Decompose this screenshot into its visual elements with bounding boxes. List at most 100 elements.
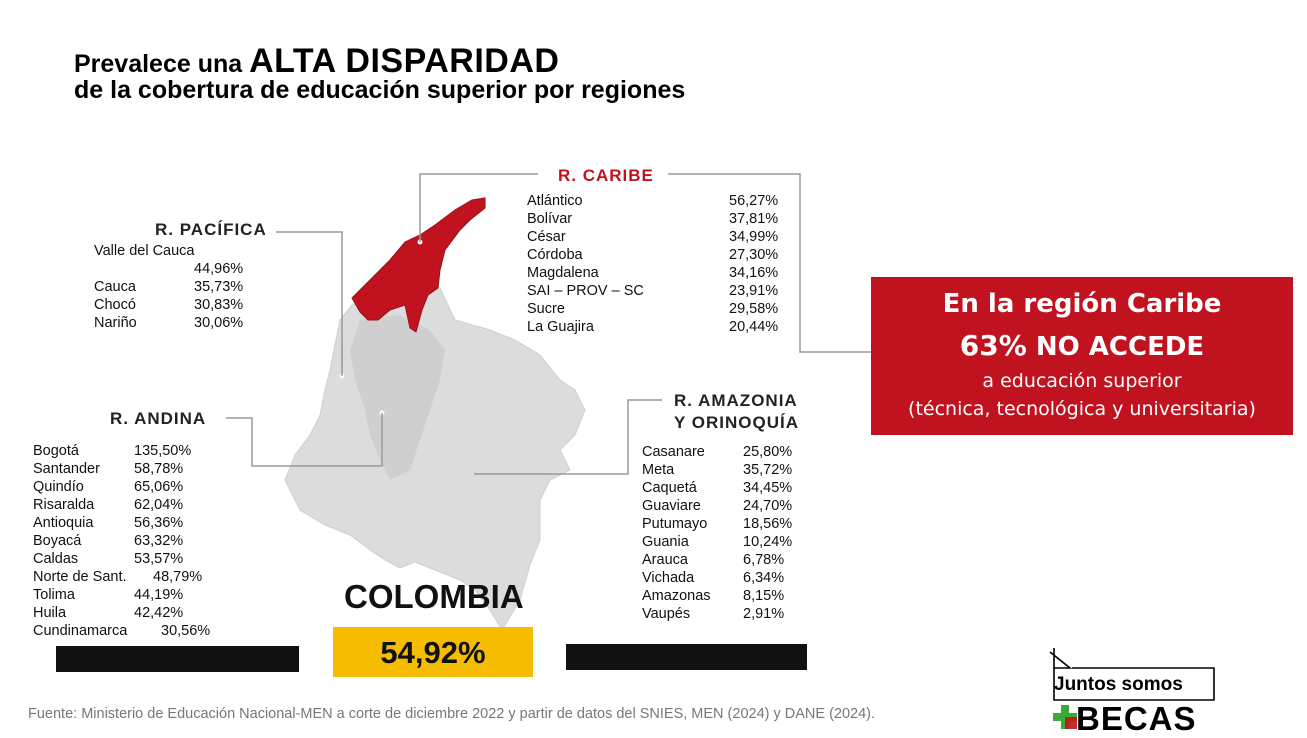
list-item: Atlántico 56,27%: [527, 192, 782, 210]
dept-name: Casanare: [642, 444, 705, 460]
source-note: Fuente: Ministerio de Educación Nacional…: [28, 706, 876, 722]
list-item: Chocó 30,83%: [94, 296, 254, 314]
dept-value: 62,04%: [134, 497, 184, 513]
dept-name: Santander: [33, 461, 100, 477]
list-item: Córdoba 27,30%: [527, 246, 782, 264]
dept-name: Arauca: [642, 552, 688, 568]
list-item: Valle del Cauca: [94, 242, 254, 260]
dept-name: Valle del Cauca: [94, 243, 195, 259]
dept-name: Quindío: [33, 479, 84, 495]
dept-name: Amazonas: [642, 588, 711, 604]
logo-line2: BECAS: [1076, 700, 1197, 737]
list-pacifica: Valle del Cauca 44,96% Cauca 35,73% Chocó…: [94, 242, 254, 332]
map-marker-pacifica: [339, 373, 345, 379]
list-amazonia: Casanare 25,80% Meta 35,72% Caquetá 34,45% Gua…: [642, 443, 802, 623]
dept-value: 18,56%: [743, 516, 793, 532]
page-title-line2: de la cobertura de educación superior po…: [74, 76, 686, 104]
dept-value: 34,16%: [729, 265, 779, 281]
logo-frame: [1049, 648, 1215, 701]
dept-value: 135,50%: [134, 443, 192, 459]
dept-value: 63,32%: [134, 533, 184, 549]
dept-value: 37,81%: [729, 211, 779, 227]
country-name: COLOMBIA: [344, 578, 524, 615]
list-item: SAI – PROV – SC 23,91%: [527, 282, 782, 300]
dept-name: Chocó: [94, 297, 136, 313]
dept-name: Caldas: [33, 551, 79, 567]
dept-name: Vichada: [642, 570, 695, 586]
title-emphasis: ALTA DISPARIDAD: [249, 42, 560, 80]
page-title-line1: Prevalece una ALTA DISPARIDAD: [74, 42, 559, 81]
dept-name: Atlántico: [527, 193, 583, 209]
list-item: Cundinamarca 30,56%: [33, 622, 233, 640]
dept-value: 30,56%: [161, 623, 211, 639]
list-item: Putumayo 18,56%: [642, 515, 802, 533]
list-item: Quindío 65,06%: [33, 478, 233, 496]
dept-name: La Guajira: [527, 319, 594, 335]
dept-name: Meta: [642, 462, 675, 478]
list-item: Tolima 44,19%: [33, 586, 233, 604]
dept-value: 25,80%: [743, 444, 793, 460]
list-item: Bogotá 135,50%: [33, 442, 233, 460]
callout-no-accede: NO ACCEDE: [1035, 332, 1205, 362]
dept-value: 6,34%: [743, 570, 785, 586]
list-item: Huila 42,42%: [33, 604, 233, 622]
dept-name: César: [527, 229, 566, 245]
list-item: Norte de Sant. 48,79%: [33, 568, 233, 586]
list-item: 44,96%: [94, 260, 254, 278]
list-item: Vichada 6,34%: [642, 569, 802, 587]
list-item: Casanare 25,80%: [642, 443, 802, 461]
dept-name: Guania: [642, 534, 689, 550]
dept-name: Magdalena: [527, 265, 599, 281]
dept-name: Huila: [33, 605, 67, 621]
dept-value: 56,36%: [134, 515, 184, 531]
list-item: César 34,99%: [527, 228, 782, 246]
list-item: Vaupés 2,91%: [642, 605, 802, 623]
dept-name: Guaviare: [642, 498, 701, 514]
region-label-caribe: R. CARIBE: [558, 166, 654, 185]
list-item: Caquetá 34,45%: [642, 479, 802, 497]
list-item: Magdalena 34,16%: [527, 264, 782, 282]
list-item: Nariño 30,06%: [94, 314, 254, 332]
list-item: Bolívar 37,81%: [527, 210, 782, 228]
list-item: Antioquia 56,36%: [33, 514, 233, 532]
dept-name: Cundinamarca: [33, 623, 128, 639]
dept-value: 34,99%: [729, 229, 779, 245]
callout-line1: En la región Caribe: [942, 289, 1222, 319]
dept-value: 44,19%: [134, 587, 184, 603]
dept-name: Antioquia: [33, 515, 94, 531]
list-item: Caldas 53,57%: [33, 550, 233, 568]
list-item: Meta 35,72%: [642, 461, 802, 479]
region-label-pacifica: R. PACÍFICA: [155, 220, 267, 239]
dept-value: 30,06%: [194, 315, 244, 331]
country-total-badge: 54,92%: [333, 627, 533, 677]
dept-value: 10,24%: [743, 534, 793, 550]
dept-value: 35,73%: [194, 279, 244, 295]
dept-value: 34,45%: [743, 480, 793, 496]
juntos-somos-becas-logo: Juntos somos BECAS: [1048, 644, 1218, 737]
callout-line3: a educación superior: [982, 370, 1182, 392]
dept-name: Norte de Sant.: [33, 569, 127, 585]
dept-name: Bolívar: [527, 211, 573, 227]
list-item: Sucre 29,58%: [527, 300, 782, 318]
dept-value: 48,79%: [153, 569, 203, 585]
list-item: Cauca 35,73%: [94, 278, 254, 296]
list-item: Arauca 6,78%: [642, 551, 802, 569]
list-item: La Guajira 20,44%: [527, 318, 782, 336]
callout-line2: 63% NO ACCEDE: [871, 329, 1293, 362]
list-item: Guania 10,24%: [642, 533, 802, 551]
dept-name: Risaralda: [33, 497, 95, 513]
dept-name: Bogotá: [33, 443, 79, 459]
map-marker-caribe: [417, 239, 423, 245]
dept-value: 44,96%: [194, 261, 244, 277]
list-item: Santander 58,78%: [33, 460, 233, 478]
map-caribe-region: [351, 197, 486, 333]
dept-value: 8,15%: [743, 588, 785, 604]
list-andina: Bogotá 135,50% Santander 58,78% Quindío 65,06…: [33, 442, 233, 640]
list-item: Amazonas 8,15%: [642, 587, 802, 605]
dept-name: Sucre: [527, 301, 565, 317]
dept-value: 65,06%: [134, 479, 184, 495]
dept-value: 53,57%: [134, 551, 184, 567]
callout-line4: (técnica, tecnológica y universitaria): [908, 398, 1256, 420]
dept-name: SAI – PROV – SC: [527, 283, 644, 299]
region-label-amazonia-2: Y ORINOQUÍA: [674, 413, 799, 432]
